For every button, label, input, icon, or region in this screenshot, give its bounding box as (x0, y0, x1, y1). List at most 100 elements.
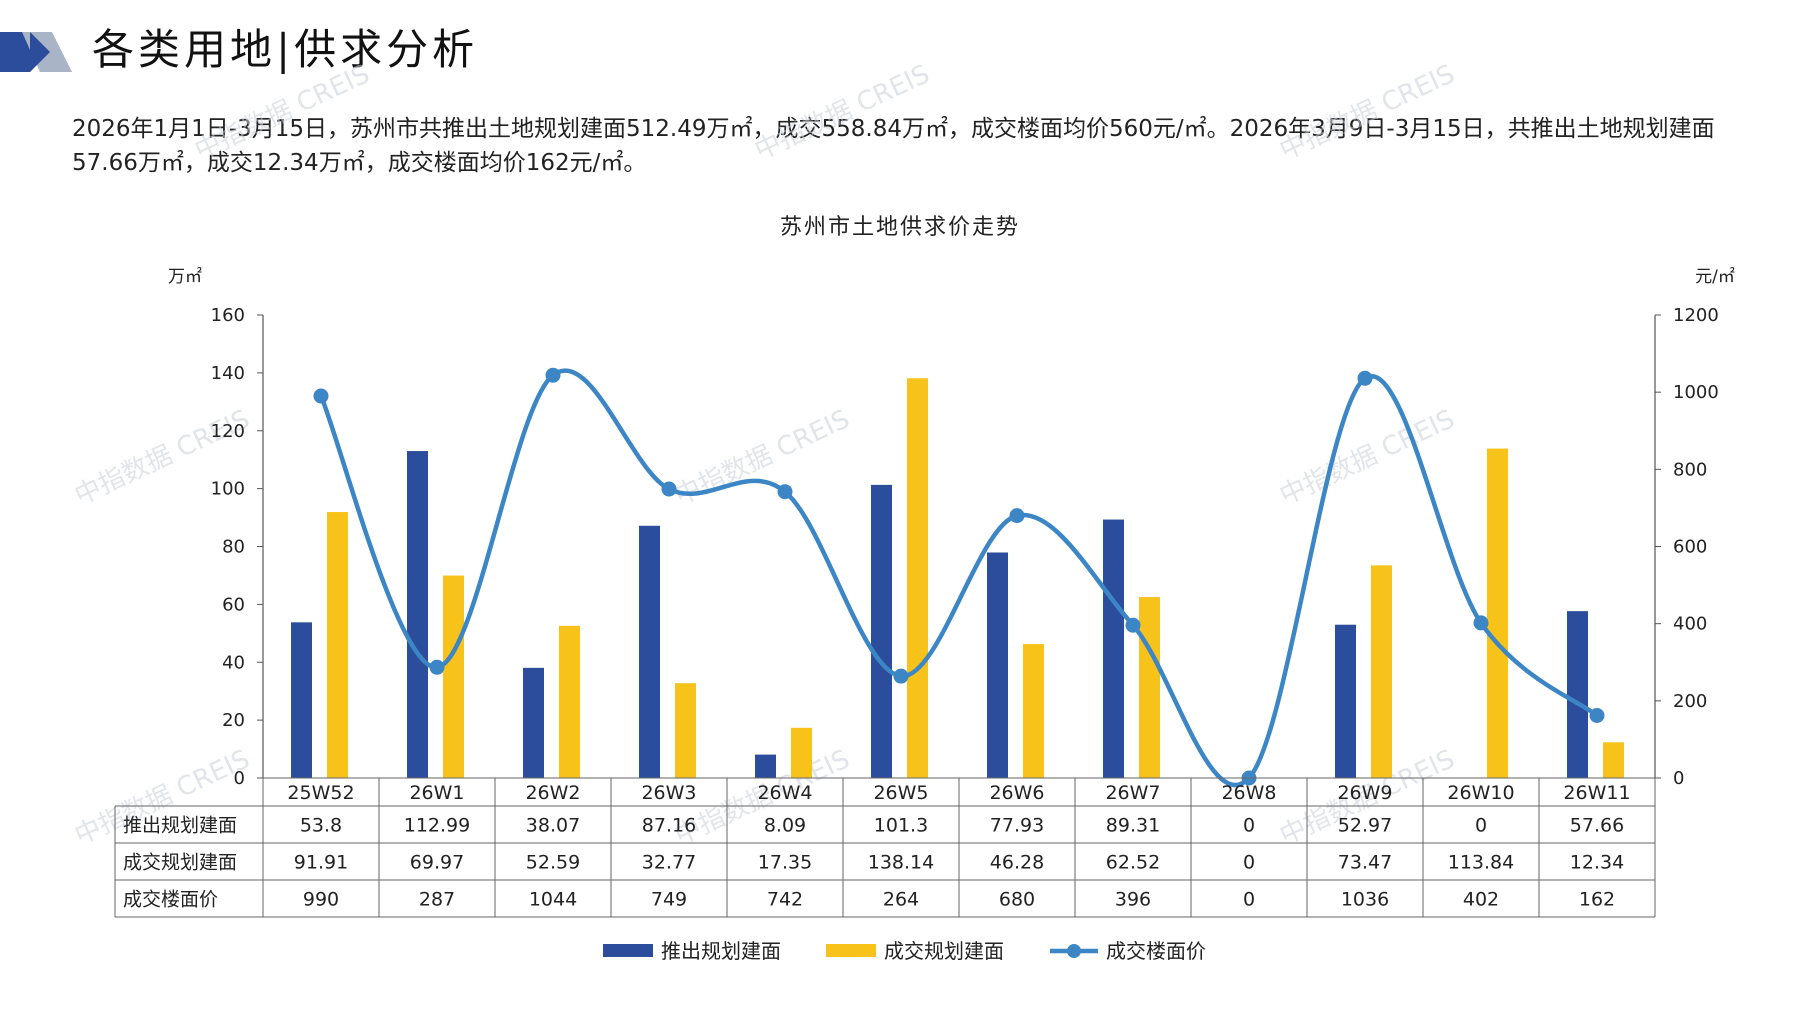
table-cell: 52.59 (526, 852, 580, 874)
supply-bar (639, 525, 660, 778)
right-tick-label: 200 (1673, 691, 1707, 712)
table-cell: 89.31 (1106, 815, 1160, 837)
left-tick-label: 120 (211, 421, 245, 442)
left-axis-unit: 万㎡ (168, 267, 202, 287)
left-tick-label: 160 (211, 305, 245, 326)
deal-bar (1023, 644, 1044, 778)
legend-swatch-supply (603, 944, 653, 957)
deal-bar (1139, 597, 1160, 778)
deal-bar (907, 378, 928, 778)
right-tick-label: 1000 (1673, 382, 1719, 403)
table-cell: 53.8 (300, 815, 342, 837)
price-point (429, 659, 445, 675)
table-cell: 52.97 (1338, 815, 1392, 837)
category-label: 26W2 (525, 782, 580, 804)
category-label: 26W8 (1221, 782, 1276, 804)
table-cell: 46.28 (990, 852, 1044, 874)
table-cell: 8.09 (764, 815, 806, 837)
legend-label-price: 成交楼面价 (1106, 939, 1206, 963)
watermark-text: 中指数据 CREIS (750, 59, 934, 166)
price-point (1473, 615, 1489, 631)
category-label: 26W10 (1447, 782, 1514, 804)
table-cell: 73.47 (1338, 852, 1392, 874)
table-cell: 69.97 (410, 852, 464, 874)
table-cell: 396 (1115, 889, 1151, 911)
deal-bar (791, 727, 812, 778)
table-cell: 62.52 (1106, 852, 1160, 874)
table-cell: 77.93 (990, 815, 1044, 837)
supply-bar (871, 484, 892, 778)
supply-bar (407, 451, 428, 778)
table-cell: 287 (419, 889, 455, 911)
table-cell: 742 (767, 889, 803, 911)
page-title: 各类用地|供求分析 (92, 25, 479, 74)
axes: 0 20 40 60 80 100 120 140 160 0 200 400 600 800 1000 12… (211, 305, 1719, 789)
supply-bar (987, 552, 1008, 778)
header: 各类用地|供求分析 (0, 20, 1797, 80)
legend-marker-price (1067, 944, 1081, 958)
logo-icon (0, 32, 72, 72)
right-tick-label: 1200 (1673, 305, 1719, 326)
table-cell: 749 (651, 889, 687, 911)
price-point (1009, 508, 1025, 524)
deal-bar (559, 625, 580, 778)
deal-bar (327, 512, 348, 778)
table-cell: 87.16 (642, 815, 696, 837)
supply-bar (1335, 624, 1356, 778)
deal-bar (1603, 742, 1624, 778)
deal-bar (443, 575, 464, 778)
price-point (893, 668, 909, 684)
deal-bar (1371, 565, 1392, 778)
legend-swatch-deal (826, 944, 876, 957)
table-cell: 0 (1243, 815, 1255, 837)
left-tick-label: 20 (222, 710, 245, 731)
supply-bar (523, 667, 544, 778)
legend: 推出规划建面 成交规划建面 成交楼面价 (603, 939, 1206, 963)
table-cell: 0 (1475, 815, 1487, 837)
table-cell: 264 (883, 889, 919, 911)
table-row-header: 推出规划建面 (123, 815, 237, 837)
table-cell: 162 (1579, 889, 1615, 911)
left-tick-label: 0 (234, 768, 245, 789)
price-point (1125, 617, 1141, 633)
chart-title: 苏州市土地供求价走势 (780, 215, 1020, 240)
table-row-header: 成交规划建面 (123, 852, 237, 874)
table-cell: 990 (303, 889, 339, 911)
table-cell: 1044 (529, 889, 577, 911)
left-tick-label: 100 (211, 479, 245, 500)
deal-bar (1487, 448, 1508, 778)
left-tick-label: 40 (222, 652, 245, 673)
table-cell: 57.66 (1570, 815, 1624, 837)
right-axis-unit: 元/㎡ (1695, 267, 1735, 287)
table-cell: 680 (999, 889, 1035, 911)
price-point (1357, 370, 1373, 386)
price-point (1589, 707, 1605, 723)
legend-label-deal: 成交规划建面 (884, 939, 1004, 963)
right-tick-label: 0 (1673, 768, 1684, 789)
legend-label-supply: 推出规划建面 (661, 939, 781, 963)
table-cell: 0 (1243, 852, 1255, 874)
category-label: 26W3 (641, 782, 696, 804)
category-label: 26W5 (873, 782, 928, 804)
right-tick-label: 600 (1673, 537, 1707, 558)
table-cell: 12.34 (1570, 852, 1624, 874)
left-tick-label: 60 (222, 594, 245, 615)
category-label: 26W6 (989, 782, 1044, 804)
price-point (777, 484, 793, 500)
table-cell: 402 (1463, 889, 1499, 911)
table-cell: 38.07 (526, 815, 580, 837)
table-cell: 112.99 (404, 815, 470, 837)
summary-text: 2026年1月1日-3月15日，苏州市共推出土地规划建面512.49万㎡，成交5… (72, 116, 1715, 176)
price-point (661, 481, 677, 497)
table-row-header: 成交楼面价 (123, 889, 218, 911)
price-line (313, 367, 1605, 788)
right-tick-label: 400 (1673, 614, 1707, 635)
watermark-text: 中指数据 CREIS (190, 59, 374, 166)
supply-bar (755, 754, 776, 778)
supply-bar (1567, 611, 1588, 778)
table-cell: 32.77 (642, 852, 696, 874)
category-label: 26W7 (1105, 782, 1160, 804)
table-cell: 101.3 (874, 815, 928, 837)
